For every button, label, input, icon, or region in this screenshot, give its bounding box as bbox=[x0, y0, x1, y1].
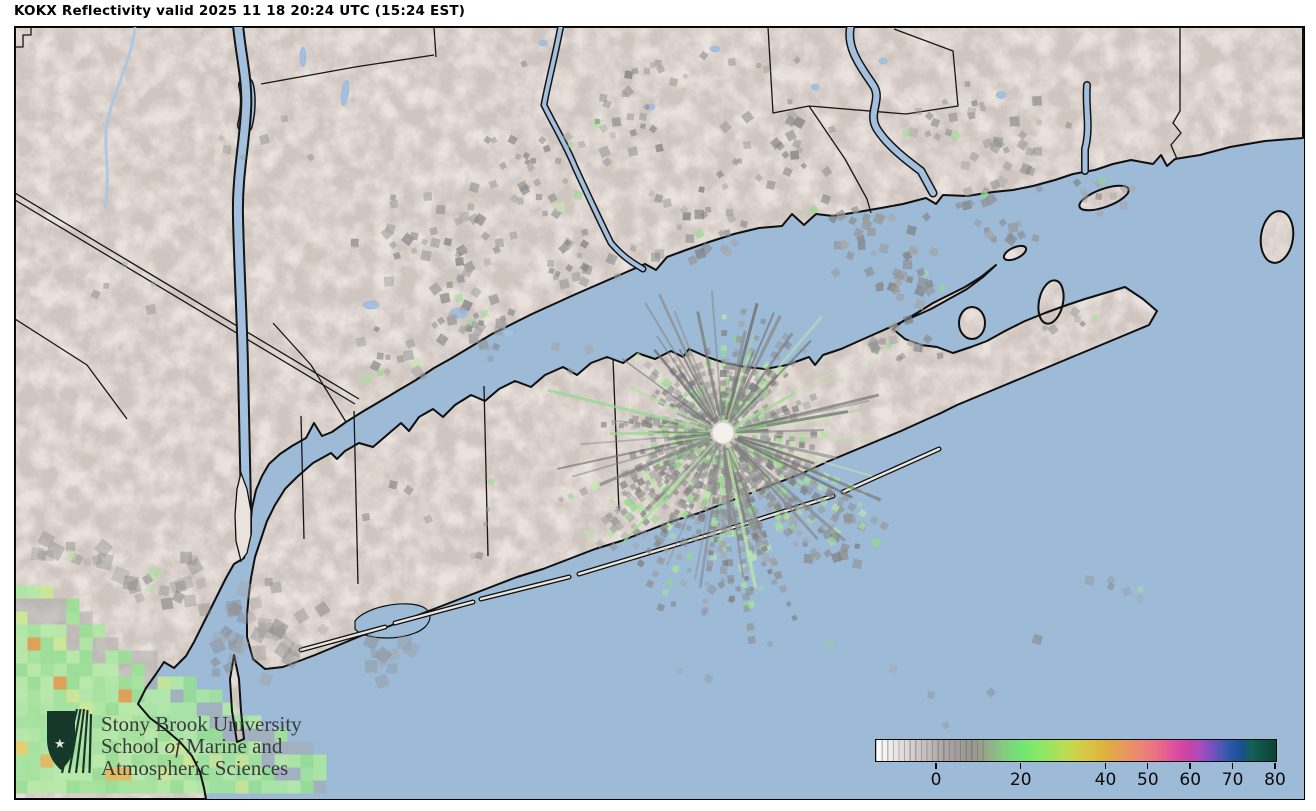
colorbar-tick-label: 50 bbox=[1137, 770, 1159, 790]
logo-line-2: School of Marine and bbox=[101, 734, 283, 758]
colorbar-tick bbox=[1019, 763, 1022, 769]
colorbar-discrete-stripes bbox=[876, 740, 987, 761]
figure-title: KOKX Reflectivity valid 2025 11 18 20:24… bbox=[14, 3, 466, 19]
radar-map: 0 20 40 50 60 70 80 ★ Stony Brook University S… bbox=[14, 26, 1305, 800]
boundary-lines bbox=[15, 27, 1182, 585]
colorbar: 0 20 40 50 60 70 80 bbox=[875, 739, 1286, 797]
university-shield-icon: ★ bbox=[47, 709, 93, 774]
colorbar-tick-label: 80 bbox=[1264, 770, 1286, 790]
logo-line-3: Atmospheric Sciences bbox=[101, 756, 289, 780]
rivers bbox=[103, 27, 1092, 539]
colorbar-tick bbox=[1146, 763, 1149, 769]
map-canvas bbox=[15, 27, 1304, 799]
colorbar-tick-label: 40 bbox=[1094, 770, 1117, 790]
colorbar-tick-label: 20 bbox=[1009, 770, 1032, 790]
lakes bbox=[299, 39, 1007, 338]
radar-site-marker bbox=[712, 422, 734, 444]
colorbar-tick-label: 70 bbox=[1221, 770, 1244, 790]
radar-clutter-spokes bbox=[547, 291, 882, 589]
colorbar-tick-label: 60 bbox=[1179, 770, 1202, 790]
stony-brook-logo: ★ Stony Brook University School of Marin… bbox=[45, 709, 302, 779]
colorbar-tick bbox=[935, 763, 937, 769]
logo-line-1: Stony Brook University bbox=[101, 712, 302, 736]
colorbar-tick bbox=[1274, 763, 1276, 769]
logo-text: Stony Brook University School of Marine … bbox=[101, 713, 302, 779]
colorbar-tick bbox=[1104, 763, 1106, 769]
colorbar-tick-label: 0 bbox=[930, 770, 942, 790]
colorbar-tick bbox=[1189, 763, 1191, 769]
manhattan-island bbox=[234, 470, 252, 563]
colorbar-tick bbox=[1231, 763, 1234, 769]
svg-text:★: ★ bbox=[54, 737, 66, 752]
colorbar-gradient bbox=[875, 739, 1277, 762]
